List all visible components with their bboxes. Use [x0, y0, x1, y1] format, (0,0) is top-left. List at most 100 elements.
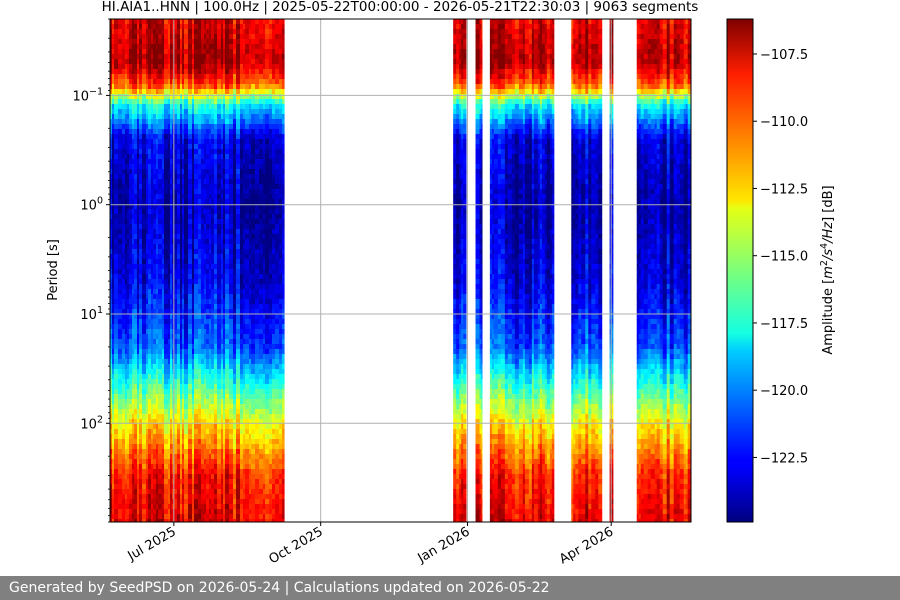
heatmap-cell [209, 34, 212, 40]
heatmap-cell [148, 514, 152, 520]
heatmap-cell [110, 79, 113, 85]
heatmap-cell [188, 299, 193, 305]
heatmap-cell [146, 424, 149, 430]
heatmap-cell [146, 204, 149, 210]
heatmap-cell [151, 154, 154, 160]
heatmap-cell [151, 214, 154, 220]
heatmap-cell [139, 64, 143, 70]
heatmap-cell [132, 54, 135, 60]
heatmap-cell [229, 44, 234, 50]
heatmap-cell [114, 409, 119, 415]
heatmap-cell [162, 204, 165, 210]
heatmap-cell [134, 459, 138, 465]
heatmap-cell [177, 174, 181, 180]
heatmap-cell [225, 489, 230, 495]
heatmap-cell [174, 209, 178, 215]
heatmap-cell [170, 109, 173, 115]
heatmap-cell [168, 459, 171, 465]
heatmap-cell [172, 499, 175, 505]
heatmap-cell [110, 219, 113, 225]
heatmap-cell [162, 379, 165, 385]
heatmap-cell [118, 99, 123, 105]
heatmap-cell [184, 309, 189, 315]
heatmap-cell [125, 409, 128, 415]
heatmap-cell [198, 264, 202, 270]
heatmap-cell [134, 414, 138, 420]
heatmap-cell [188, 144, 193, 150]
heatmap-cell [158, 399, 163, 405]
heatmap-cell [180, 19, 183, 25]
heatmap-cell [174, 264, 178, 270]
heatmap-cell [225, 424, 230, 430]
heatmap-cell [194, 479, 199, 485]
heatmap-cell [129, 234, 133, 240]
heatmap-cell [182, 224, 185, 230]
heatmap-cell [162, 84, 165, 90]
heatmap-cell [201, 409, 205, 415]
heatmap-cell [151, 299, 154, 305]
heatmap-cell [137, 444, 140, 450]
heatmap-cell [134, 104, 138, 110]
heatmap-cell [225, 189, 230, 195]
heatmap-cell [164, 24, 169, 30]
heatmap-cell [172, 99, 175, 105]
heatmap-cell [122, 474, 126, 480]
heatmap-cell [134, 69, 138, 75]
heatmap-cell [112, 89, 115, 95]
heatmap-cell [245, 459, 250, 465]
heatmap-cell [137, 299, 140, 305]
heatmap-cell [153, 514, 157, 520]
heatmap-cell [153, 169, 157, 175]
heatmap-cell [118, 104, 123, 110]
heatmap-cell [198, 509, 202, 515]
heatmap-cell [236, 424, 241, 430]
heatmap-cell [162, 149, 165, 155]
heatmap-cell [172, 274, 175, 280]
heatmap-cell [194, 119, 199, 125]
heatmap-cell [184, 299, 189, 305]
heatmap-cell [236, 54, 241, 60]
heatmap-cell [162, 459, 165, 465]
heatmap-cell [170, 49, 173, 55]
heatmap-cell [118, 389, 123, 395]
heatmap-cell [168, 209, 171, 215]
heatmap-cell [127, 159, 130, 165]
heatmap-cell [225, 399, 230, 405]
heatmap-cell [164, 319, 169, 325]
heatmap-cell [112, 99, 115, 105]
heatmap-cell [198, 154, 202, 160]
heatmap-cell [177, 349, 181, 355]
heatmap-cell [201, 259, 205, 265]
heatmap-cell [174, 79, 178, 85]
heatmap-cell [127, 109, 130, 115]
heatmap-cell [201, 489, 205, 495]
heatmap-cell [156, 39, 159, 45]
heatmap-cell [164, 514, 169, 520]
heatmap-cell [172, 294, 175, 300]
heatmap-cell [194, 114, 199, 120]
heatmap-cell [134, 484, 138, 490]
heatmap-cell [146, 464, 149, 470]
heatmap-cell [172, 214, 175, 220]
heatmap-cell [118, 344, 123, 350]
heatmap-cell [192, 144, 195, 150]
heatmap-column [146, 19, 149, 522]
heatmap-cell [194, 259, 199, 265]
heatmap-cell [158, 74, 163, 80]
heatmap-cell [177, 504, 181, 510]
heatmap-cell [139, 314, 143, 320]
heatmap-cell [164, 139, 169, 145]
heatmap-cell [127, 114, 130, 120]
heatmap-cell [153, 479, 157, 485]
heatmap-cell [139, 404, 143, 410]
heatmap-cell [132, 359, 135, 365]
heatmap-cell [142, 444, 147, 450]
heatmap-cell [142, 204, 147, 210]
heatmap-cell [194, 354, 199, 360]
heatmap-cell [125, 329, 128, 335]
heatmap-cell [112, 384, 115, 390]
heatmap-cell [132, 219, 135, 225]
heatmap-cell [137, 99, 140, 105]
heatmap-cell [148, 74, 152, 80]
heatmap-cell [217, 19, 222, 25]
